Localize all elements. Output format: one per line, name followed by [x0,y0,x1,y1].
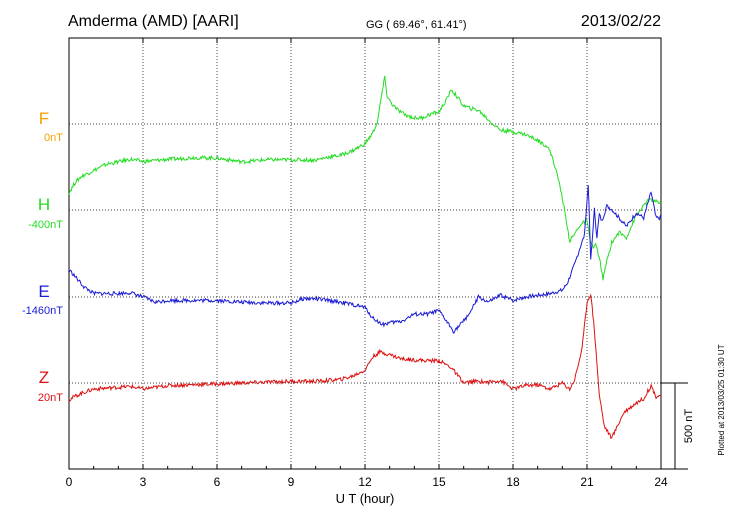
scale-bar-label: 500 nT [683,409,695,444]
plotted-at-note: Plotted at 2013/03/25 01:30 UT [717,344,726,455]
plot-date: 2013/02/22 [581,13,661,30]
channel-offset-H: -400nT [28,219,63,231]
x-tick-label-21: 21 [580,475,594,489]
x-tick-label-18: 18 [506,475,520,489]
series-line-Z [68,293,662,440]
x-tick-label-6: 6 [214,475,221,489]
series-line-E [68,185,662,335]
station-title: Amderma (AMD) [AARI] [68,13,239,30]
x-tick-label-0: 0 [66,475,73,489]
channel-label-E: E [38,282,49,301]
x-tick-label-24: 24 [654,475,668,489]
channel-label-F: F [39,109,49,128]
x-tick-label-15: 15 [432,475,446,489]
channel-label-Z: Z [39,368,49,387]
grid [69,38,661,469]
series-line-H [68,75,662,281]
channel-offset-E: -1460nT [22,305,63,317]
x-tick-label-3: 3 [140,475,147,489]
x-axis-label: U T (hour) [336,491,395,506]
x-axis: 0 3 6 9 12 15 18 21 24 [66,38,668,489]
x-tick-label-12: 12 [358,475,372,489]
station-coords: GG ( 69.46°, 61.41°) [366,19,467,31]
channel-label-H: H [38,195,50,214]
scale-bar: 500 nT [661,382,695,470]
channel-offset-Z: 20nT [38,392,63,404]
channel-offset-F: 0nT [44,132,63,144]
series-lines [68,75,662,440]
x-tick-label-9: 9 [288,475,295,489]
